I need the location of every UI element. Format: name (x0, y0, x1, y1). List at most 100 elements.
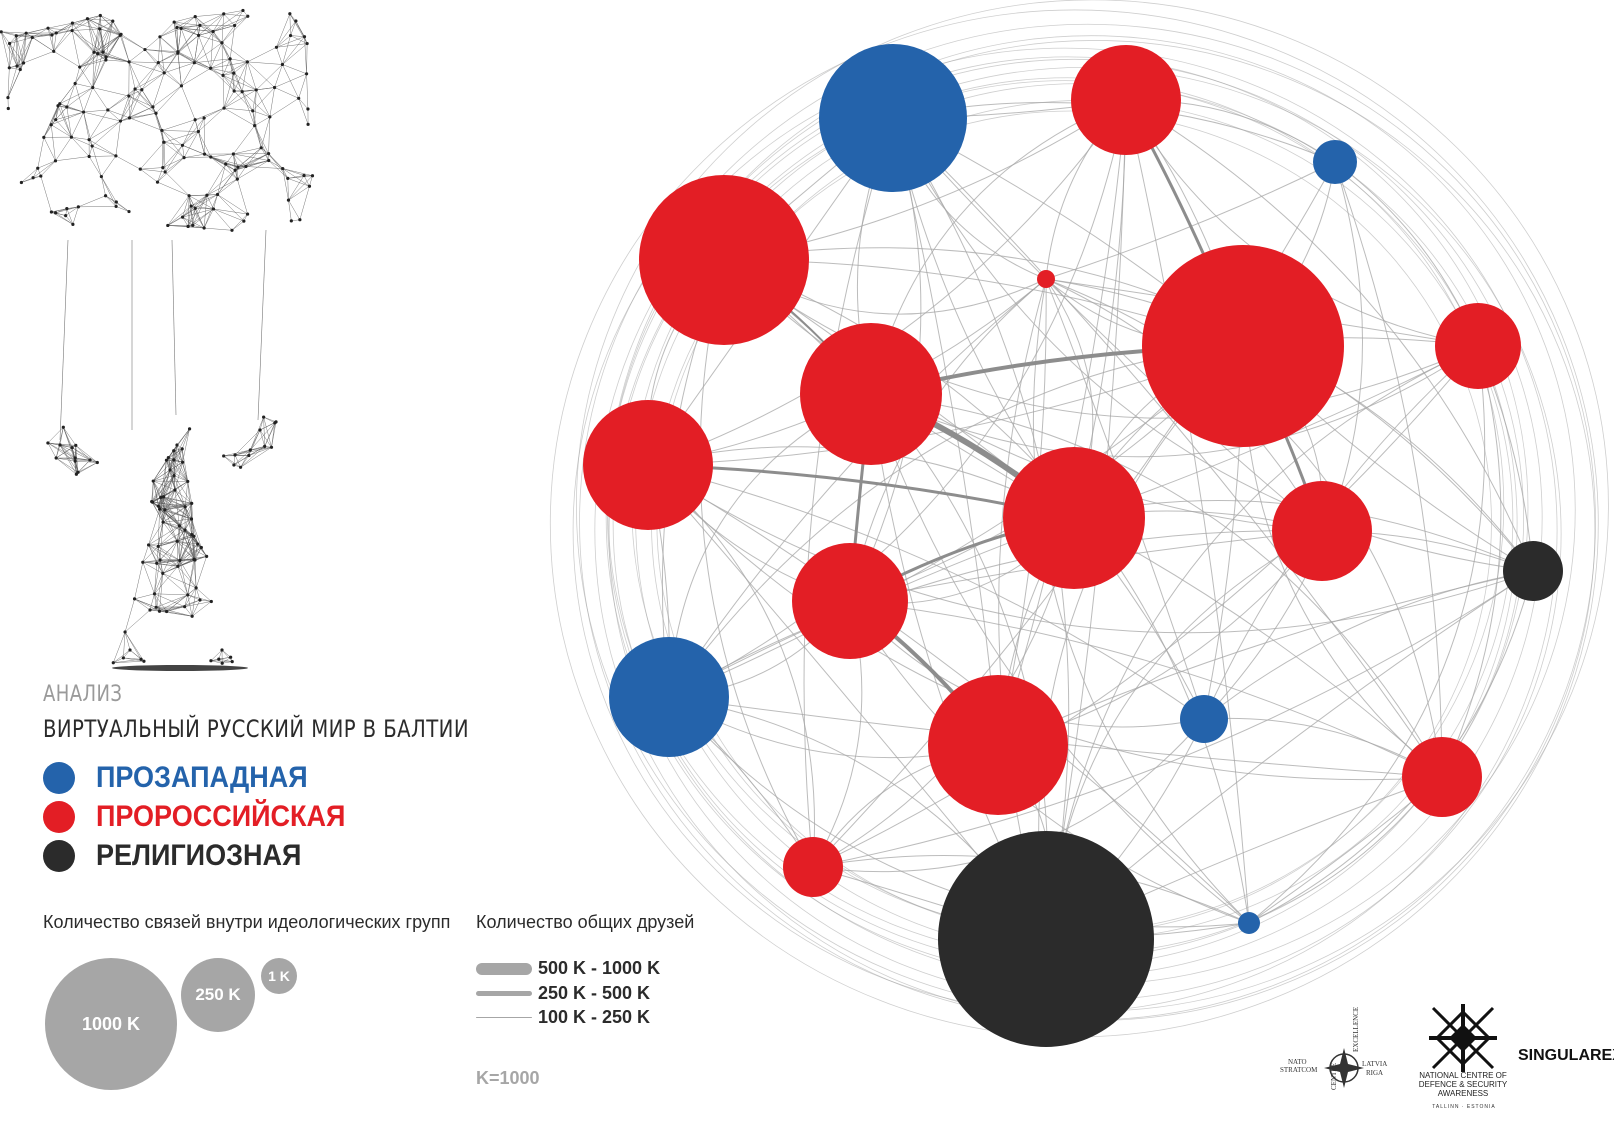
mesh-line (142, 562, 178, 567)
mesh-dot (297, 96, 301, 100)
mesh-line (153, 481, 159, 507)
mesh-line (32, 27, 49, 38)
edge-legend-label: 500 K - 1000 K (538, 958, 661, 978)
mesh-line (142, 544, 149, 563)
mesh-line (113, 649, 131, 663)
mesh-line (223, 13, 248, 17)
mesh-dot (127, 60, 131, 64)
mesh-line (128, 49, 146, 63)
mesh-line (231, 213, 248, 231)
mesh-line (59, 103, 72, 138)
mesh-line (174, 489, 180, 526)
mesh-line (154, 563, 157, 594)
mesh-line (144, 49, 159, 63)
mesh-dot (143, 47, 147, 52)
mesh-dot (146, 543, 151, 547)
mesh-line (162, 145, 183, 168)
mesh-dot (175, 443, 179, 447)
mesh-line (92, 87, 108, 111)
mesh-dot (190, 614, 194, 618)
graph-edge (668, 530, 1323, 698)
mesh-line (223, 13, 235, 26)
mesh-line (83, 112, 90, 140)
mesh-dot (161, 165, 165, 170)
mesh-line (198, 13, 224, 36)
mesh-line (142, 560, 180, 563)
mesh-line (234, 10, 244, 26)
mesh-line (116, 206, 130, 212)
mesh-line (144, 49, 178, 54)
mesh-line (221, 649, 231, 658)
mesh-dot (180, 447, 184, 451)
mesh-line (72, 18, 88, 24)
mesh-line (93, 35, 121, 53)
mesh-line (43, 119, 56, 138)
mesh-line (233, 449, 251, 466)
mesh-line (229, 25, 235, 59)
mesh-line (79, 52, 95, 68)
stratcom-word-excellence: EXCELLENCE (1352, 1006, 1360, 1052)
graph-edge (647, 464, 1534, 634)
mesh-line (66, 208, 74, 225)
mesh-line (221, 42, 234, 74)
mesh-line (97, 35, 121, 54)
mesh-dot (157, 609, 162, 613)
mesh-line (234, 90, 253, 111)
mesh-line (177, 566, 188, 595)
mesh-dot (221, 73, 225, 77)
mesh-line (177, 536, 194, 542)
mesh-line (188, 195, 193, 226)
mesh-line (234, 454, 241, 468)
mesh-line (16, 35, 33, 38)
mesh-dot (114, 204, 118, 209)
mesh-line (233, 153, 247, 167)
mesh-line (123, 632, 126, 658)
mesh-line (174, 462, 183, 491)
mesh-line (182, 195, 208, 218)
mesh-line (250, 447, 272, 451)
mesh-dot (222, 12, 226, 16)
mesh-dot (175, 539, 179, 543)
mesh-line (148, 544, 178, 567)
mesh-dot (101, 50, 105, 54)
mesh-line (163, 142, 185, 158)
mesh-dot (189, 517, 194, 521)
mesh-dot (205, 554, 209, 558)
mesh-line (282, 43, 308, 65)
mesh-line (282, 168, 305, 176)
mesh-line (153, 480, 164, 497)
mesh-line (97, 21, 113, 54)
mesh-line (99, 28, 122, 35)
mesh-line (181, 25, 200, 29)
mesh-line (221, 42, 231, 59)
mesh-dot (6, 106, 10, 111)
mesh-line (166, 611, 193, 617)
mesh-dot (46, 26, 50, 30)
mesh-line (197, 543, 207, 557)
mesh-line (153, 480, 161, 498)
mesh-line (309, 175, 313, 187)
mesh-dot (248, 448, 252, 452)
mesh-line (102, 21, 113, 53)
legend-label-prorussian: ПРОРОССИЙСКАЯ (96, 800, 346, 833)
mesh-line (113, 661, 144, 663)
mesh-line (193, 547, 202, 560)
mesh-dot (269, 445, 274, 449)
mesh-line (153, 475, 175, 482)
edge-legend-label: 100 K - 250 K (538, 1007, 651, 1027)
graph-edge (892, 117, 1443, 778)
mesh-line (235, 160, 269, 171)
mesh-dot (304, 72, 309, 76)
mesh-line (92, 52, 104, 88)
mesh-line (140, 168, 166, 173)
mesh-dot (142, 659, 146, 663)
mesh-line (173, 462, 183, 476)
mesh-line (75, 459, 91, 462)
mesh-line (40, 176, 52, 213)
mesh-dot (266, 151, 271, 156)
mesh-line (92, 120, 121, 147)
mesh-line (182, 208, 214, 218)
mesh-line (88, 156, 102, 177)
mesh-line (234, 449, 251, 456)
mesh-dot (241, 8, 245, 13)
